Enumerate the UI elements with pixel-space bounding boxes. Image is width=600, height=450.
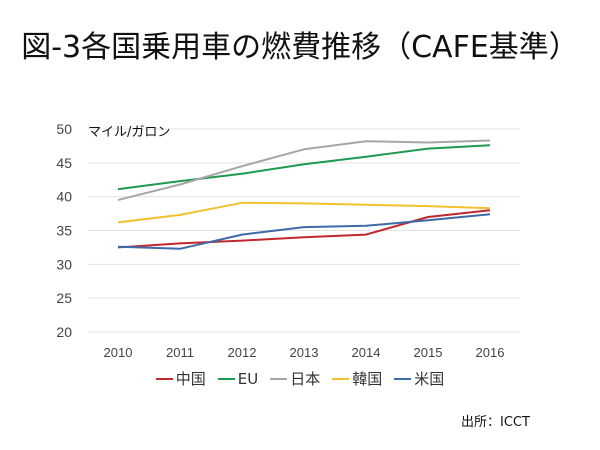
- unit-label: マイル/ガロン: [88, 125, 170, 140]
- y-tick-label: 35: [56, 223, 72, 239]
- x-tick-label: 2015: [414, 345, 443, 360]
- legend-item: 米国: [394, 368, 444, 389]
- legend-label: 韓国: [352, 370, 383, 388]
- series-line-3: [117, 201, 491, 224]
- legend-label: EU: [237, 369, 259, 388]
- x-tick-label: 2012: [228, 345, 257, 360]
- legend-swatch: [270, 377, 288, 380]
- x-tick-label: 2010: [104, 345, 133, 360]
- x-tick-label: 2011: [166, 345, 194, 360]
- legend-label: 中国: [175, 370, 206, 388]
- x-tick-label: 2016: [476, 345, 505, 360]
- legend-label: 日本: [290, 370, 321, 388]
- chart-title: 図-3各国乗用車の燃費推移（CAFE基準）: [21, 30, 579, 65]
- legend-item: 韓国: [332, 368, 382, 389]
- source-note: 出所：ICCT: [461, 415, 530, 430]
- y-axis-ticks: 20 25 30 35 40 45 50: [56, 121, 72, 340]
- y-tick-label: 50: [56, 121, 72, 137]
- y-tick-label: 45: [56, 155, 72, 171]
- x-axis-ticks: 2010 2011 2012 2013 2014 2015 2016: [104, 345, 505, 360]
- legend-label: 米国: [414, 370, 445, 388]
- y-tick-label: 25: [56, 290, 72, 306]
- y-tick-label: 20: [56, 324, 72, 340]
- legend-item: 日本: [270, 368, 320, 389]
- series-line-2: [117, 139, 491, 201]
- legend-swatch: [332, 377, 350, 380]
- legend-item: EU: [217, 368, 259, 389]
- series-line-4: [117, 213, 491, 250]
- legend: 中国 EU 日本 韓国 米国: [0, 368, 600, 389]
- series-line-0: [117, 209, 491, 249]
- legend-swatch: [394, 377, 412, 380]
- y-tick-label: 30: [56, 256, 72, 272]
- series-lines: [117, 139, 491, 250]
- y-tick-label: 40: [56, 189, 72, 205]
- gridlines: [88, 128, 520, 333]
- x-tick-label: 2014: [352, 345, 381, 360]
- legend-item: 中国: [155, 368, 206, 389]
- series-line-1: [117, 144, 491, 191]
- legend-swatch: [217, 377, 235, 380]
- x-tick-label: 2013: [290, 345, 319, 360]
- legend-swatch: [155, 377, 173, 380]
